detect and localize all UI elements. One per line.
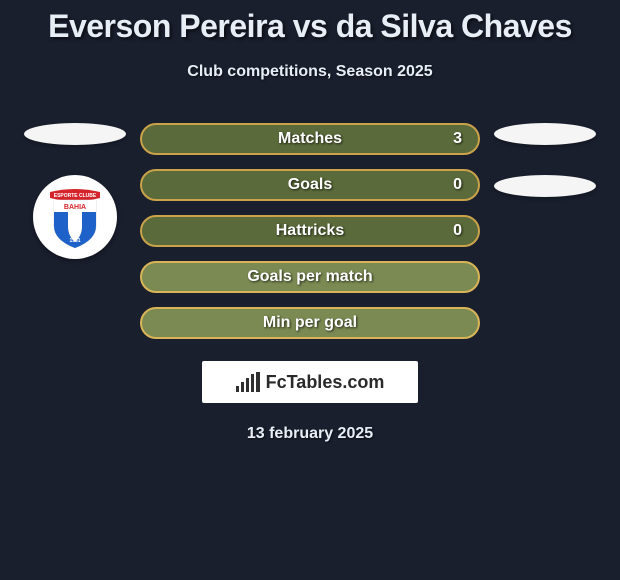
stats-column: Matches 3 Goals 0 Hattricks 0 Goals per match M… <box>140 123 480 339</box>
stat-value: 0 <box>453 176 462 194</box>
player-ellipse-icon <box>494 175 596 197</box>
stat-bar: Hattricks 0 <box>140 215 480 247</box>
stat-label: Min per goal <box>263 314 357 332</box>
stat-value: 3 <box>453 130 462 148</box>
stat-bar: Min per goal <box>140 307 480 339</box>
club-badge-icon: ESPORTE CLUBE BAHIA 1931 <box>33 175 117 259</box>
stat-bar: Goals 0 <box>140 169 480 201</box>
svg-text:1931: 1931 <box>69 238 80 244</box>
stat-bar: Matches 3 <box>140 123 480 155</box>
svg-text:BAHIA: BAHIA <box>64 204 86 211</box>
right-player-col <box>490 123 600 197</box>
page-title: Everson Pereira vs da Silva Chaves <box>0 8 620 45</box>
stat-label: Goals <box>288 176 332 194</box>
stat-bar: Goals per match <box>140 261 480 293</box>
content-row: ESPORTE CLUBE BAHIA 1931 Matches3Goals0H… <box>0 123 620 339</box>
comparison-card: Everson Pereira vs da Silva Chaves Club … <box>0 0 620 443</box>
left-player-col: ESPORTE CLUBE BAHIA 1931 <box>20 123 130 259</box>
date-text: 13 february 2025 <box>0 425 620 443</box>
player-ellipse-icon <box>494 123 596 145</box>
stat-label: Goals per match <box>247 268 372 286</box>
stat-label: Matches <box>278 130 342 148</box>
svg-text:ESPORTE CLUBE: ESPORTE CLUBE <box>54 193 97 199</box>
watermark-text: FcTables.com <box>266 372 385 393</box>
subtitle: Club competitions, Season 2025 <box>0 63 620 81</box>
player-ellipse-icon <box>24 123 126 145</box>
chart-icon <box>236 372 260 392</box>
stat-label: Hattricks <box>276 222 344 240</box>
watermark: FcTables.com <box>202 361 418 403</box>
stat-value: 0 <box>453 222 462 240</box>
